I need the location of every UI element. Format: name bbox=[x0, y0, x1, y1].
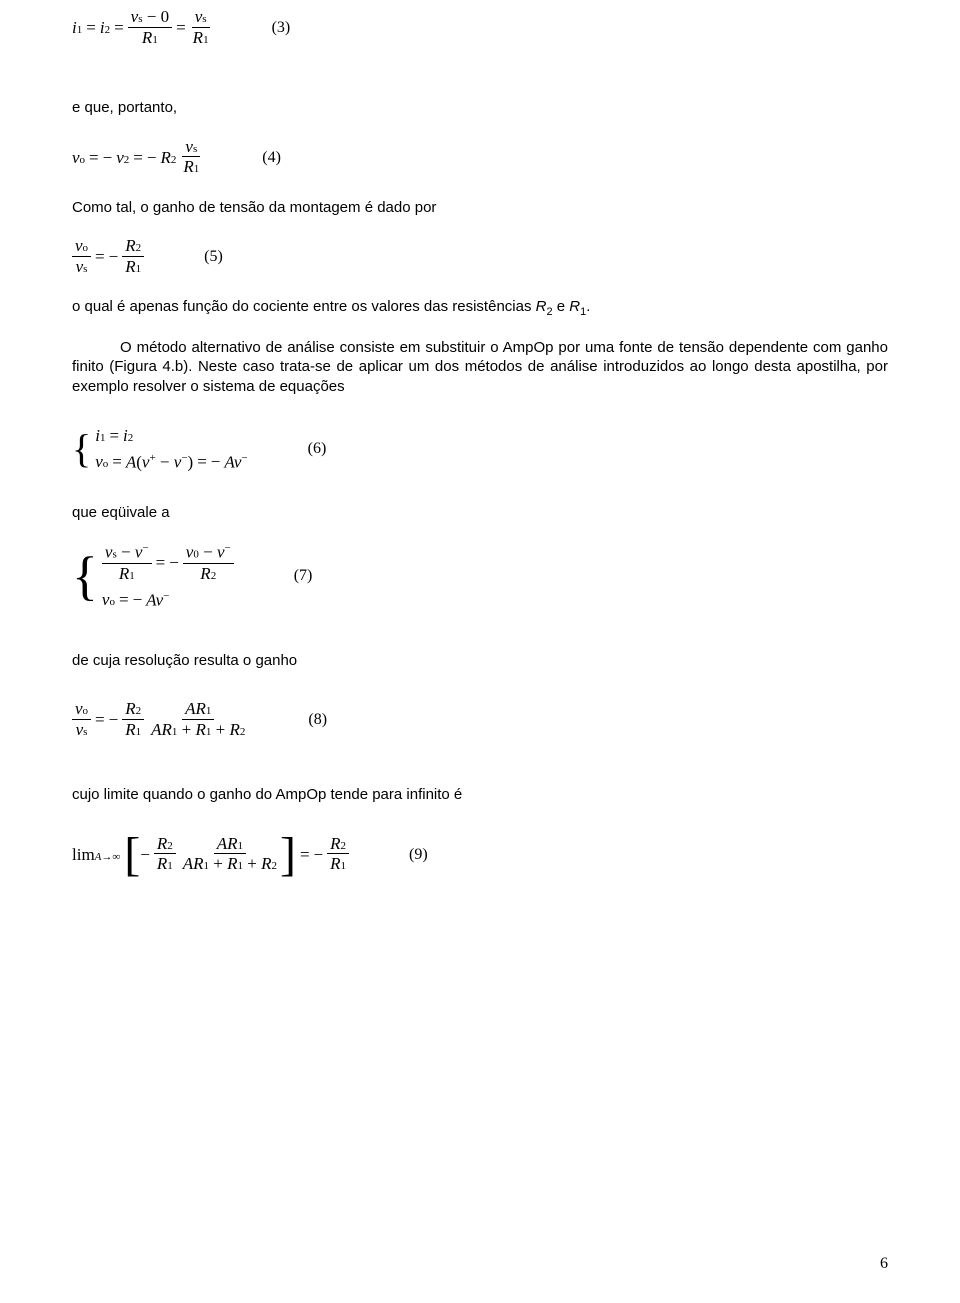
equation-7-content: { vs − v− R1 = − v0 − v− R2 vo = −Av− bbox=[72, 542, 234, 610]
eq5-r2: R bbox=[125, 236, 135, 255]
eq9-lim: lim bbox=[72, 845, 95, 864]
equation-4-content: vo = −v2 = −R2 vs R1 bbox=[72, 138, 202, 178]
eq7-r2: R bbox=[200, 564, 210, 583]
eq4-vo: v bbox=[72, 148, 80, 167]
eq8-number: (8) bbox=[308, 711, 327, 729]
p3-dot: . bbox=[586, 298, 590, 315]
paragraph-2: Como tal, o ganho de tensão da montagem … bbox=[72, 198, 888, 218]
eq4-r2: R bbox=[160, 148, 170, 167]
paragraph-7: cujo limite quando o ganho do AmpOp tend… bbox=[72, 785, 888, 805]
paragraph-1: e que, portanto, bbox=[72, 98, 888, 118]
equation-7: { vs − v− R1 = − v0 − v− R2 vo = −Av− (7… bbox=[72, 542, 888, 610]
eq5-number: (5) bbox=[204, 248, 223, 266]
paragraph-6: de cuja resolução resulta o ganho bbox=[72, 651, 888, 671]
eq8-r1b: R bbox=[196, 720, 206, 739]
p3-text-a: o qual é apenas função do cociente entre… bbox=[72, 298, 536, 315]
eq3-r1-den: R bbox=[142, 28, 152, 47]
eq9-r2a: R bbox=[157, 834, 167, 853]
eq9-r1b: R bbox=[227, 854, 237, 873]
eq9-ar1-num: AR bbox=[217, 834, 238, 853]
eq8-ar1-den: AR bbox=[151, 720, 172, 739]
eq4-v2: v bbox=[116, 148, 124, 167]
equation-3: i1 = i2 = vs − 0 R1 = vs R1 (3) bbox=[72, 8, 888, 48]
eq3-r1-den2: R bbox=[193, 28, 203, 47]
eq7-number: (7) bbox=[294, 567, 313, 585]
page-number: 6 bbox=[880, 1255, 888, 1273]
eq6-A1: A bbox=[126, 453, 136, 472]
eq5-vo: v bbox=[75, 236, 83, 255]
p3-r2: R bbox=[536, 298, 547, 315]
paragraph-3: o qual é apenas função do cociente entre… bbox=[72, 297, 888, 319]
eq9-number: (9) bbox=[409, 846, 428, 864]
paragraph-4: O método alternativo de análise consiste… bbox=[72, 338, 888, 397]
p3-r1: R bbox=[569, 298, 580, 315]
eq4-vs: v bbox=[185, 137, 193, 156]
eq4-number: (4) bbox=[262, 149, 281, 167]
equation-9: limA→∞ [ − R2 R1 AR1 AR1 + R1 + R2 ] = −… bbox=[72, 835, 888, 875]
equation-5: vo vs = − R2 R1 (5) bbox=[72, 237, 888, 277]
p3-e: e bbox=[553, 298, 570, 315]
eq3-number: (3) bbox=[272, 19, 291, 37]
equation-6: { i1 = i2 vo = A(v+ − v−) = −Av− (6) bbox=[72, 426, 888, 473]
eq4-r1: R bbox=[183, 157, 193, 176]
equation-3-content: i1 = i2 = vs − 0 R1 = vs R1 bbox=[72, 8, 212, 48]
eq9-ar1-den: AR bbox=[183, 854, 204, 873]
eq9-Ainf: A→∞ bbox=[95, 851, 121, 863]
eq8-r2: R bbox=[125, 699, 135, 718]
equation-8-content: vo vs = − R2 R1 AR1 AR1 + R1 + R2 bbox=[72, 700, 248, 740]
paragraph-5: que eqüivale a bbox=[72, 503, 888, 523]
eq8-r1a: R bbox=[125, 720, 135, 739]
equation-5-content: vo vs = − R2 R1 bbox=[72, 237, 144, 277]
equation-9-content: limA→∞ [ − R2 R1 AR1 AR1 + R1 + R2 ] = −… bbox=[72, 835, 349, 875]
eq7-Av: Av bbox=[146, 591, 163, 610]
eq5-r1: R bbox=[125, 257, 135, 276]
eq6-Av: Av bbox=[224, 453, 241, 472]
eq8-ar1-num: AR bbox=[185, 699, 206, 718]
equation-6-content: { i1 = i2 vo = A(v+ − v−) = −Av− bbox=[72, 426, 248, 473]
eq9-r2b: R bbox=[261, 854, 271, 873]
eq7-r1: R bbox=[119, 564, 129, 583]
eq8-vo: v bbox=[75, 699, 83, 718]
eq8-r2b: R bbox=[229, 720, 239, 739]
eq6-number: (6) bbox=[308, 440, 327, 458]
eq3-zero: 0 bbox=[161, 7, 170, 26]
equation-4: vo = −v2 = −R2 vs R1 (4) bbox=[72, 138, 888, 178]
eq9-r1c: R bbox=[330, 854, 340, 873]
eq6-vo: v bbox=[95, 452, 103, 471]
eq9-r2c: R bbox=[330, 834, 340, 853]
equation-8: vo vs = − R2 R1 AR1 AR1 + R1 + R2 (8) bbox=[72, 700, 888, 740]
eq9-r1a: R bbox=[157, 854, 167, 873]
